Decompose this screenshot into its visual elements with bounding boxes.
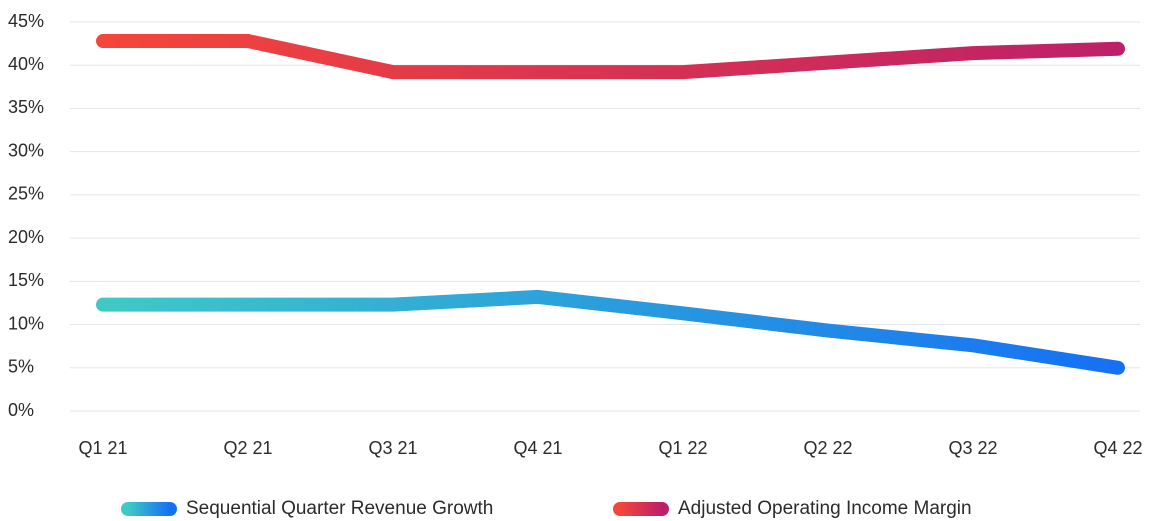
x-tick-label: Q4 21 xyxy=(513,438,562,458)
line-series xyxy=(96,34,1125,80)
y-tick-label: 5% xyxy=(8,357,34,377)
x-tick-label: Q2 21 xyxy=(223,438,272,458)
y-tick-label: 40% xyxy=(8,54,44,74)
x-tick-label: Q3 21 xyxy=(368,438,417,458)
x-tick-label: Q4 22 xyxy=(1093,438,1142,458)
y-tick-label: 20% xyxy=(8,227,44,247)
line-series xyxy=(96,289,1125,375)
y-tick-label: 10% xyxy=(8,313,44,333)
y-tick-label: 45% xyxy=(8,11,44,31)
y-tick-label: 0% xyxy=(8,400,34,420)
x-tick-label: Q3 22 xyxy=(948,438,997,458)
x-tick-label: Q1 21 xyxy=(78,438,127,458)
legend-label: Adjusted Operating Income Margin xyxy=(678,498,972,519)
y-tick-label: 25% xyxy=(8,184,44,204)
legend-label: Sequential Quarter Revenue Growth xyxy=(186,498,493,519)
x-tick-label: Q1 22 xyxy=(658,438,707,458)
y-tick-label: 30% xyxy=(8,140,44,160)
y-tick-label: 15% xyxy=(8,270,44,290)
y-tick-label: 35% xyxy=(8,97,44,117)
x-tick-label: Q2 22 xyxy=(803,438,852,458)
